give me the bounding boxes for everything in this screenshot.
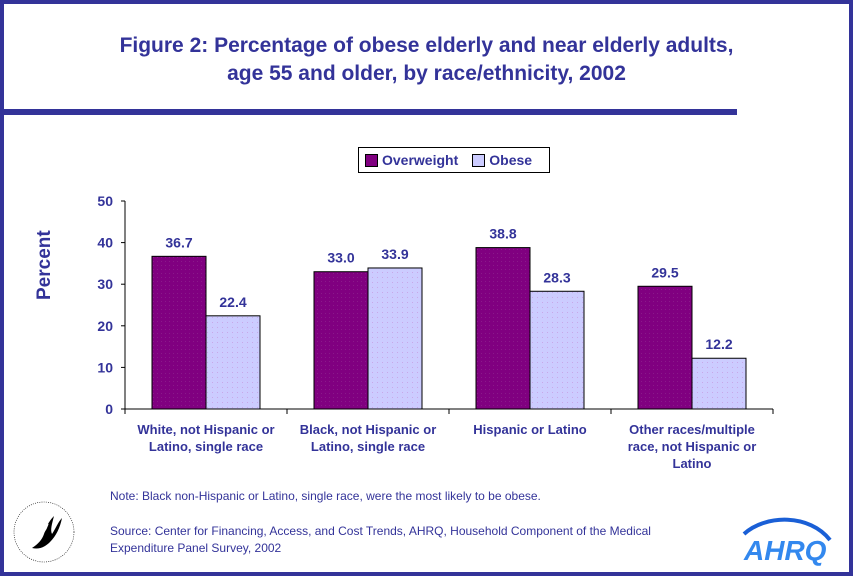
x-category-label-line: White, not Hispanic or [137,422,275,437]
bar-overweight [475,247,531,410]
ahrq-logo-text: AHRQ [743,535,827,566]
x-category-label-line: Black, not Hispanic or [299,422,437,437]
chart-title: Figure 2: Percentage of obese elderly an… [0,32,853,88]
x-category-label: Hispanic or Latino [449,421,611,438]
x-category-label: Black, not Hispanic or Latino, single rac… [287,421,449,455]
data-label: 36.7 [165,234,192,250]
hhs-logo-icon [13,501,75,563]
x-category-label: White, not Hispanic or Latino, single rac… [125,421,287,455]
bar-overweight [151,255,207,410]
data-label: 38.8 [489,226,516,242]
legend-swatch-overweight [365,153,378,167]
y-tick-label: 40 [97,235,113,251]
x-category-label-line: Hispanic or Latino [473,422,587,437]
x-category-label-line: Latino, single race [148,439,264,454]
data-label: 12.2 [705,336,732,352]
source-line-1: Source: Center for Financing, Access, an… [110,524,651,538]
legend-label-overweight: Overweight [382,152,459,168]
legend-item-overweight: Overweight [359,152,458,168]
y-tick-label: 10 [97,359,113,375]
y-tick-label: 0 [105,401,113,417]
x-category-label: Other races/multiple race, not Hispanic o… [611,421,773,472]
data-label: 22.4 [219,294,246,310]
legend-swatch-obese [472,153,486,167]
bar-obese [691,357,747,410]
data-label: 29.5 [651,264,678,280]
y-tick-label: 30 [97,276,113,292]
bar-overweight [313,271,369,410]
header-divider [0,109,737,115]
bar-overweight [637,285,693,410]
bar-obese [205,315,261,410]
legend-item-obese: Obese [466,152,532,168]
title-line-1: Figure 2: Percentage of obese elderly an… [119,34,734,57]
x-category-label-line: Latino [672,456,712,471]
legend: Overweight Obese [358,147,550,173]
bar-obese [367,267,423,410]
data-label: 33.0 [327,250,354,266]
ahrq-logo-icon: AHRQ [742,517,832,566]
data-label: 28.3 [543,269,570,285]
source-note: Source: Center for Financing, Access, an… [110,523,730,557]
source-line-2: Expenditure Panel Survey, 2002 [110,541,282,555]
footnote: Note: Black non-Hispanic or Latino, sing… [110,489,541,503]
title-line-2: age 55 and older, by race/ethnicity, 200… [227,62,626,85]
x-category-label-line: Latino, single race [310,439,426,454]
bar-obese [529,290,585,410]
legend-label-obese: Obese [489,152,533,168]
data-label: 33.9 [381,246,408,262]
x-category-label-line: race, not Hispanic or [627,439,757,454]
y-tick-label: 50 [97,193,113,209]
y-tick-label: 20 [97,318,113,334]
x-category-label-line: Other races/multiple [629,422,755,437]
